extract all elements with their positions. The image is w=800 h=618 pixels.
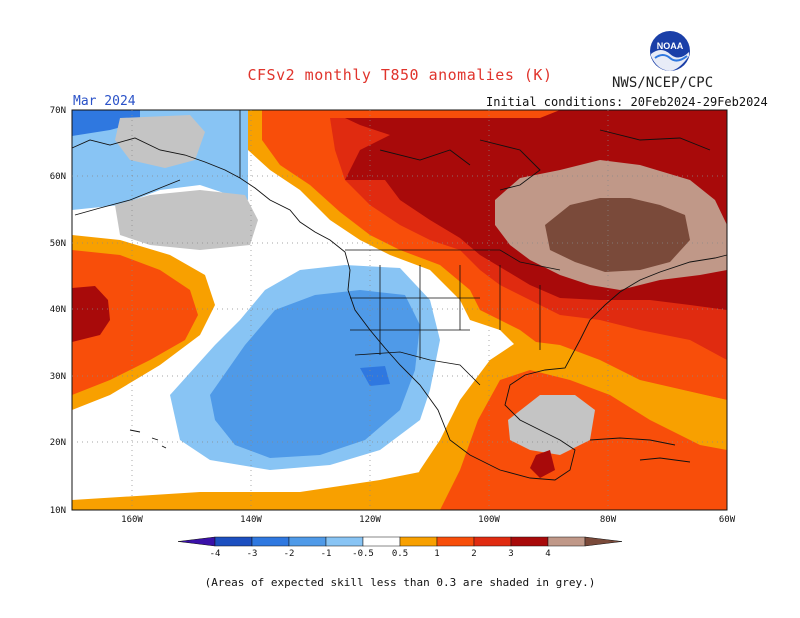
lat-tick-40n: 40N [50,305,66,315]
lon-axis: 160W 140W 120W 100W 80W 60W [121,515,736,525]
colorbar-label: -4 [210,549,221,559]
lat-tick-70n: 70N [50,106,66,116]
pacific-cool-mid-blue [360,366,390,386]
map-title: CFSv2 monthly T850 anomalies (K) [247,66,553,84]
colorbar-swatch [510,536,549,547]
colorbar-label: -0.5 [352,549,374,559]
lon-tick-100w: 100W [478,515,500,525]
borders [239,110,561,386]
colorbar-label: -2 [284,549,295,559]
organization-label: NWS/NCEP/CPC [612,75,714,91]
colorbar-swatch [325,536,364,547]
colorbar-label: -3 [247,549,258,559]
colorbar-swatch [473,536,512,547]
colorbar-legend: -4 -3 -2 -1 -0.5 0.5 1 2 3 4 [177,536,623,559]
gulf-grey [508,395,595,455]
colorbar-swatch [547,536,586,547]
colorbar-label: 2 [471,549,476,559]
colorbar-swatch [436,536,475,547]
south-warm-orange [72,470,440,510]
bering-grey [115,190,258,250]
lon-tick-60w: 60W [719,515,736,525]
pacific-warm-dark-red [72,286,110,342]
colorbar-swatch [177,536,216,547]
initial-conditions: Initial conditions: 20Feb2024-29Feb2024 [486,95,768,109]
lat-tick-20n: 20N [50,438,66,448]
lat-tick-30n: 30N [50,372,66,382]
colorbar-label: -1 [321,549,332,559]
lon-tick-120w: 120W [359,515,381,525]
colorbar-swatch [288,536,327,547]
colorbar-label: 4 [545,549,550,559]
valid-month: Mar 2024 [73,94,136,109]
colorbar-label: 3 [508,549,513,559]
gulf-dark-red [530,450,555,478]
colorbar-label: 0.5 [392,549,408,559]
colorbar-swatch [214,536,253,547]
lon-tick-80w: 80W [600,515,617,525]
logo-text: NOAA [657,41,684,51]
lat-tick-10n: 10N [50,506,66,516]
lat-tick-50n: 50N [50,239,66,249]
coastlines [71,129,728,481]
skill-footnote: (Areas of expected skill less than 0.3 a… [204,576,596,589]
colorbar-swatch [584,536,623,547]
graticule [72,110,727,510]
lat-tick-60n: 60N [50,172,66,182]
lat-axis: 70N 60N 50N 40N 30N 20N 10N [50,106,66,516]
lon-tick-160w: 160W [121,515,143,525]
warm-anomaly-dark-brown [545,198,690,272]
lon-tick-140w: 140W [240,515,262,525]
alaska-cool-blue [72,110,140,136]
pacific-warm-orange-red [72,250,198,395]
colorbar-label: 1 [434,549,439,559]
pacific-cool-blue [210,290,420,458]
colorbar-swatch [362,536,401,547]
noaa-logo: NOAA [650,31,690,71]
colorbar-swatch [399,536,438,547]
colorbar-swatch [251,536,290,547]
